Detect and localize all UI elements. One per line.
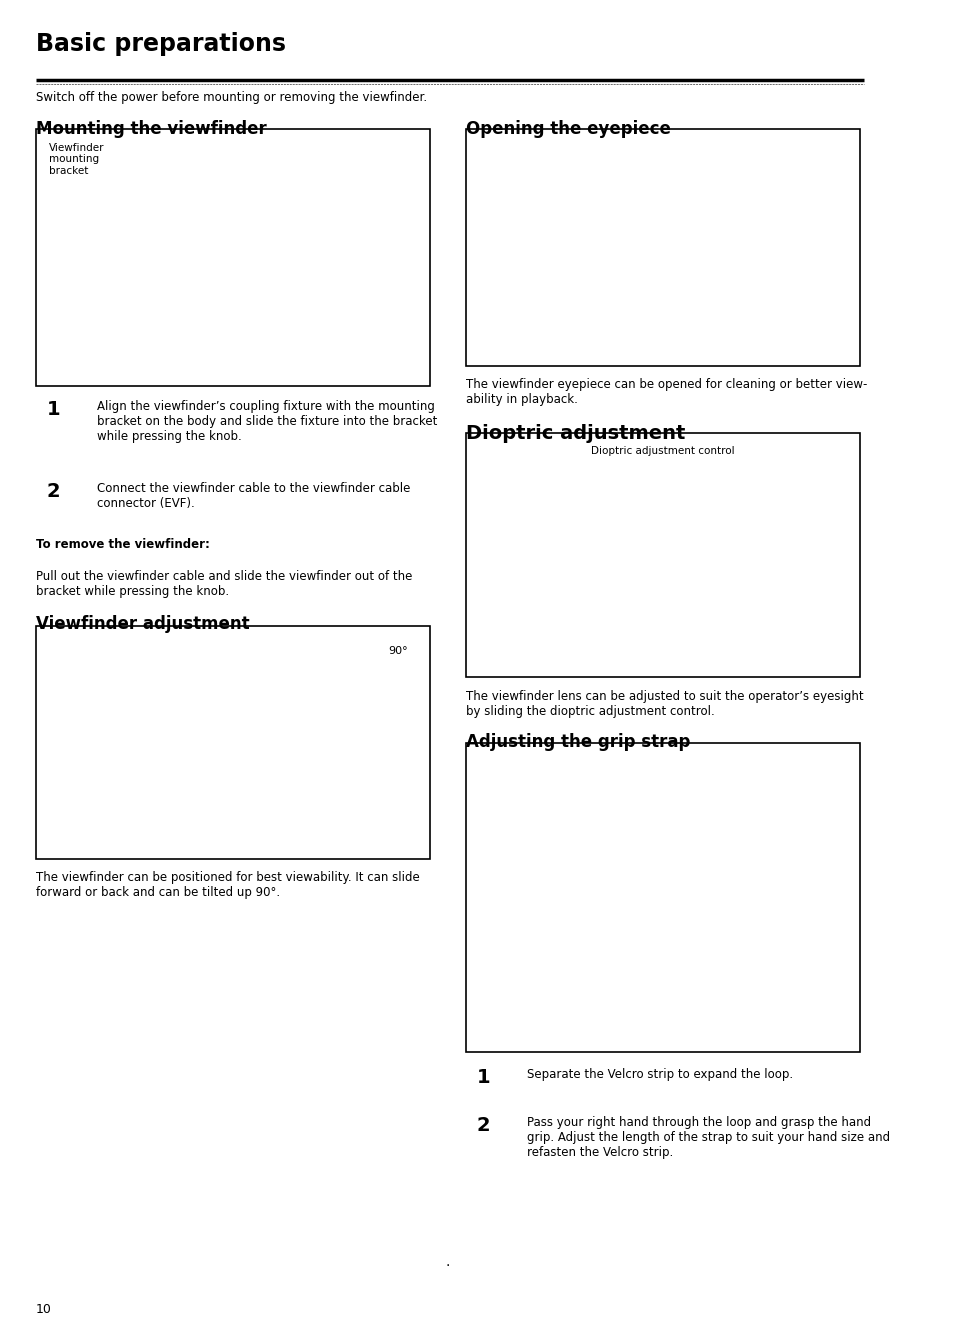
Text: 2: 2 <box>47 482 60 501</box>
Text: The viewfinder eyepiece can be opened for cleaning or better view-
ability in pl: The viewfinder eyepiece can be opened fo… <box>465 378 866 406</box>
Bar <box>465 743 859 1052</box>
Text: 10: 10 <box>36 1303 51 1316</box>
Text: Viewfinder
mounting
bracket: Viewfinder mounting bracket <box>50 143 105 176</box>
Text: The viewfinder lens can be adjusted to suit the operator’s eyesight
by sliding t: The viewfinder lens can be adjusted to s… <box>465 690 862 718</box>
Text: ·: · <box>445 1259 450 1273</box>
Text: Viewfinder adjustment: Viewfinder adjustment <box>36 615 249 634</box>
Text: The viewfinder can be positioned for best viewability. It can slide
forward or b: The viewfinder can be positioned for bes… <box>36 871 419 899</box>
Bar <box>465 129 859 366</box>
Text: Pass your right hand through the loop and grasp the hand
grip. Adjust the length: Pass your right hand through the loop an… <box>526 1116 889 1159</box>
Text: Opening the eyepiece: Opening the eyepiece <box>465 120 670 139</box>
Text: To remove the viewfinder:: To remove the viewfinder: <box>36 538 210 551</box>
Text: 90°: 90° <box>388 646 407 657</box>
Text: Dioptric adjustment: Dioptric adjustment <box>465 424 684 442</box>
Bar <box>36 626 430 859</box>
Text: Adjusting the grip strap: Adjusting the grip strap <box>465 733 689 751</box>
Bar <box>465 433 859 677</box>
Text: Mounting the viewfinder: Mounting the viewfinder <box>36 120 266 139</box>
Text: 1: 1 <box>476 1068 490 1087</box>
Text: Align the viewfinder’s coupling fixture with the mounting
bracket on the body an: Align the viewfinder’s coupling fixture … <box>96 400 436 442</box>
Text: Separate the Velcro strip to expand the loop.: Separate the Velcro strip to expand the … <box>526 1068 792 1082</box>
Text: 1: 1 <box>47 400 60 418</box>
Text: Pull out the viewfinder cable and slide the viewfinder out of the
bracket while : Pull out the viewfinder cable and slide … <box>36 570 412 598</box>
Text: Connect the viewfinder cable to the viewfinder cable
connector (EVF).: Connect the viewfinder cable to the view… <box>96 482 410 510</box>
Text: 2: 2 <box>476 1116 490 1135</box>
Text: Basic preparations: Basic preparations <box>36 32 286 56</box>
Text: Dioptric adjustment control: Dioptric adjustment control <box>590 446 734 457</box>
Bar <box>36 129 430 386</box>
Text: Switch off the power before mounting or removing the viewfinder.: Switch off the power before mounting or … <box>36 91 427 104</box>
